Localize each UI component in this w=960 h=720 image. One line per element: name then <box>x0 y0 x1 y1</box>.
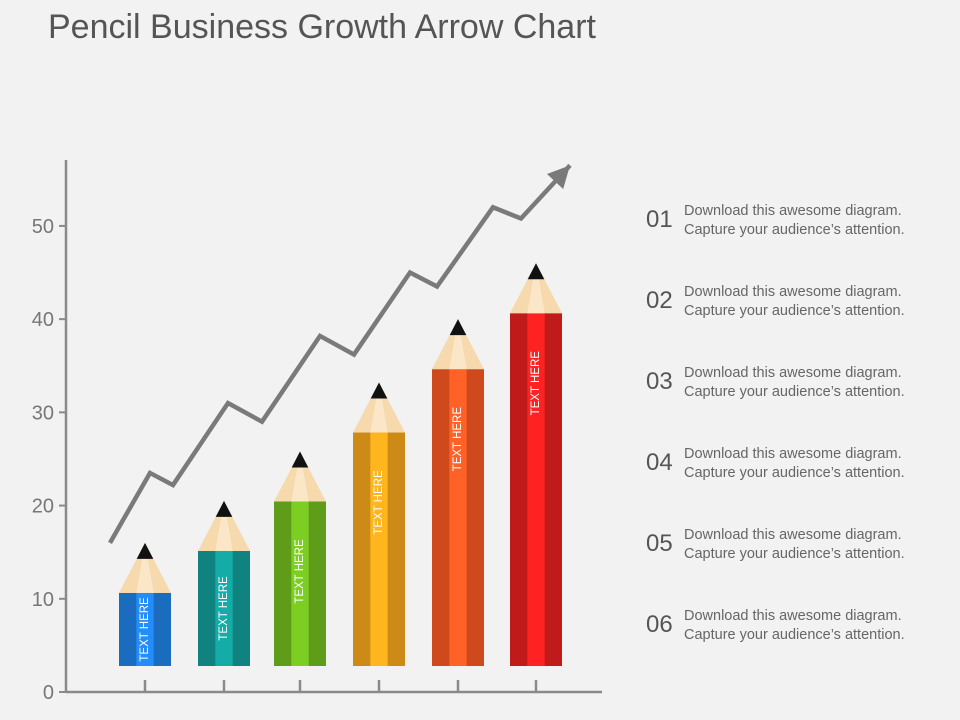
pencil-wood-highlight <box>136 542 154 593</box>
pencil-label: TEXT HERE <box>452 407 464 472</box>
pencil-lead <box>215 500 233 517</box>
legend-text-line1: Download this awesome diagram. <box>684 446 902 462</box>
pencil-lead <box>370 382 388 399</box>
pencil-body-highlight <box>215 550 233 666</box>
legend-text-line2: Capture your audience’s attention. <box>684 546 905 562</box>
legend-text-line1: Download this awesome diagram. <box>684 608 902 624</box>
pencil-lead <box>136 542 154 559</box>
legend-number: 06 <box>646 611 673 638</box>
pencil-label: TEXT HERE <box>373 470 385 535</box>
legend-text-line2: Capture your audience’s attention. <box>684 627 905 643</box>
legend-number: 01 <box>646 206 673 233</box>
legend-text-line2: Capture your audience’s attention. <box>684 303 905 319</box>
growth-arrow-head <box>546 165 570 189</box>
y-tick-label: 0 <box>43 682 54 704</box>
pencil-label: TEXT HERE <box>139 597 151 662</box>
pencil-body-highlight <box>291 501 309 666</box>
legend-text-line1: Download this awesome diagram. <box>684 365 902 381</box>
pencil-wood-highlight <box>449 319 467 370</box>
y-tick-label: 10 <box>32 589 54 611</box>
pencil-body-highlight <box>527 313 545 666</box>
legend-text-line2: Capture your audience’s attention. <box>684 222 905 238</box>
pencil-wood-highlight <box>370 382 388 433</box>
legend-number: 04 <box>646 449 673 476</box>
pencil-label: TEXT HERE <box>294 539 306 604</box>
legend-text-line1: Download this awesome diagram. <box>684 527 902 543</box>
legend-text-line2: Capture your audience’s attention. <box>684 384 905 400</box>
pencil-label: TEXT HERE <box>218 576 230 641</box>
legend-number: 02 <box>646 287 673 314</box>
legend-text-line1: Download this awesome diagram. <box>684 284 902 300</box>
legend-text-line2: Capture your audience’s attention. <box>684 465 905 481</box>
y-tick-label: 20 <box>32 496 54 518</box>
growth-arrow-line <box>108 163 572 544</box>
pencil-body-highlight <box>449 369 467 666</box>
pencil-lead <box>291 451 309 468</box>
y-tick-label: 40 <box>32 309 54 331</box>
legend-text-line1: Download this awesome diagram. <box>684 203 902 219</box>
pencil-wood-highlight <box>527 263 545 314</box>
pencil-wood-highlight <box>215 500 233 551</box>
pencil-lead <box>527 263 545 280</box>
pencil-body-highlight <box>136 592 154 666</box>
legend-number: 05 <box>646 530 673 557</box>
y-tick-label: 30 <box>32 402 54 424</box>
pencil-lead <box>449 319 467 336</box>
pencil-label: TEXT HERE <box>530 351 542 416</box>
y-tick-label: 50 <box>32 216 54 238</box>
chart-title: Pencil Business Growth Arrow Chart <box>48 8 596 46</box>
legend-number: 03 <box>646 368 673 395</box>
pencil-body-highlight <box>370 432 388 666</box>
pencil-wood-highlight <box>291 451 309 502</box>
